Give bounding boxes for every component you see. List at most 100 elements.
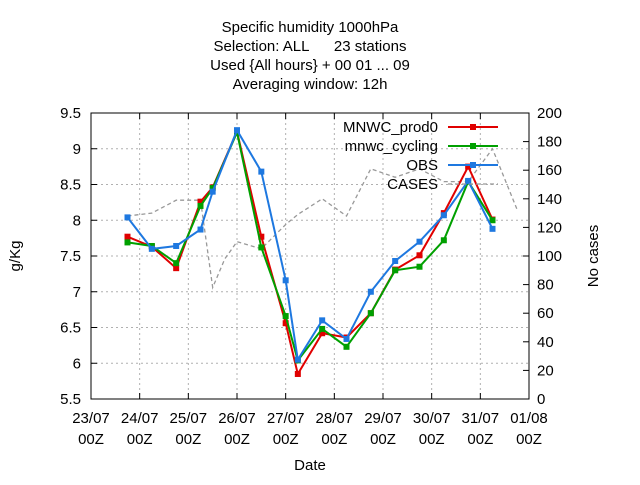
series-point-MNWC_prod0 [319,330,326,337]
series-point-OBS [148,245,155,252]
series-point-MNWC_prod0 [173,265,180,272]
title-line: Averaging window: 12h [233,76,388,93]
x-tick-label-hour: 00Z [516,431,542,448]
series-point-OBS [392,258,399,265]
axes: 5.5 6 6.5 7 7.5 8 8.5 9 9.5 0 20 40 60 80 100 120 140 160… [7,105,602,474]
y2-tick-label: 120 [537,219,562,236]
y2-tick-label: 180 [537,134,562,151]
series-point-mnwc_cycling [258,244,265,251]
y2-tick-label: 0 [537,391,545,408]
series-point-MNWC_prod0 [124,233,131,240]
series-point-OBS [343,335,350,342]
series-point-OBS [489,225,496,232]
series-point-MNWC_prod0 [197,198,204,205]
legend-swatch-marker [470,143,476,149]
y-tick-label: 8.5 [60,177,81,194]
x-tick-label-hour: 00Z [175,431,201,448]
title-line: Selection: ALL 23 stations [214,38,407,55]
y-tick-label: 9.5 [60,105,81,122]
chart-title: Specific humidity 1000hPa Selection: ALL … [210,19,410,93]
y-tick-label: 9 [73,141,81,158]
series-point-mnwc_cycling [343,343,350,350]
series-point-MNWC_prod0 [416,252,423,259]
series-point-OBS [258,168,265,175]
series-point-MNWC_prod0 [258,233,265,240]
x-tick-label-hour: 00Z [127,431,153,448]
series-point-MNWC_prod0 [282,320,289,327]
series-point-mnwc_cycling [489,217,496,224]
series-point-OBS [367,288,374,295]
y2-tick-label: 40 [537,334,554,351]
x-tick-label-date: 29/07 [364,410,402,427]
series-point-MNWC_prod0 [465,163,472,170]
series-point-OBS [197,226,204,233]
series-point-OBS [294,356,301,363]
x-tick-label-hour: 00Z [78,431,104,448]
series-point-mnwc_cycling [209,185,216,192]
legend-swatch-marker [470,162,476,168]
series-point-mnwc_cycling [416,263,423,270]
series-point-mnwc_cycling [392,267,399,274]
title-line: Specific humidity 1000hPa [222,19,399,36]
legend-label: CASES [387,176,438,193]
x-tick-label-hour: 00Z [273,431,299,448]
series-point-mnwc_cycling [367,310,374,317]
series-point-MNWC_prod0 [294,370,301,377]
x-tick-label-hour: 00Z [419,431,445,448]
y2-tick-label: 200 [537,105,562,122]
series-point-mnwc_cycling [319,325,326,332]
y-tick-label: 7.5 [60,248,81,265]
x-tick-label-date: 23/07 [72,410,110,427]
legend-label: MNWC_prod0 [343,119,438,136]
series-point-OBS [234,127,240,134]
y-tick-label: 8 [73,212,81,229]
x-tick-label-date: 28/07 [316,410,354,427]
y-axis-label: g/Kg [7,241,24,272]
x-tick-label-date: 01/08 [510,410,548,427]
series-point-mnwc_cycling [173,260,180,267]
series-point-OBS [282,277,289,284]
y-tick-label: 5.5 [60,391,81,408]
series-point-OBS [209,188,216,195]
humidity-series [124,127,496,377]
x-tick-label-date: 30/07 [413,410,451,427]
cases-line [127,147,518,290]
cases-series [127,147,518,290]
title-line: Used {All hours} + 00 01 ... 09 [210,57,410,74]
series-point-mnwc_cycling [440,237,447,244]
series-point-OBS [173,242,180,249]
series-point-mnwc_cycling [197,202,204,209]
series-point-mnwc_cycling [282,313,289,320]
y2-axis-label: No cases [585,225,602,288]
y2-tick-label: 60 [537,305,554,322]
series-point-OBS [124,214,131,221]
x-tick-label-hour: 00Z [224,431,250,448]
legend-label: mnwc_cycling [345,138,438,155]
y-tick-label: 7 [73,284,81,301]
legend-swatch-marker [470,124,476,130]
y2-tick-label: 100 [537,248,562,265]
y2-tick-label: 160 [537,162,562,179]
legend: MNWC_prod0 mnwc_cycling OBS CASES [343,119,498,193]
series-point-OBS [416,238,423,245]
y2-tick-label: 20 [537,362,554,379]
x-tick-label-hour: 00Z [370,431,396,448]
y-tick-label: 6 [73,355,81,372]
series-point-mnwc_cycling [124,239,131,246]
y2-tick-label: 140 [537,191,562,208]
x-tick-label-date: 24/07 [121,410,159,427]
x-axis-label: Date [294,457,326,474]
x-tick-label-hour: 00Z [321,431,347,448]
legend-label: OBS [406,157,438,174]
series-point-OBS [465,177,472,184]
x-tick-label-date: 25/07 [170,410,208,427]
y2-tick-label: 80 [537,277,554,294]
series-point-OBS [440,212,447,219]
x-tick-label-date: 31/07 [462,410,500,427]
y-tick-label: 6.5 [60,320,81,337]
grid [91,113,529,399]
x-tick-label-hour: 00Z [467,431,493,448]
x-tick-label-date: 26/07 [218,410,256,427]
